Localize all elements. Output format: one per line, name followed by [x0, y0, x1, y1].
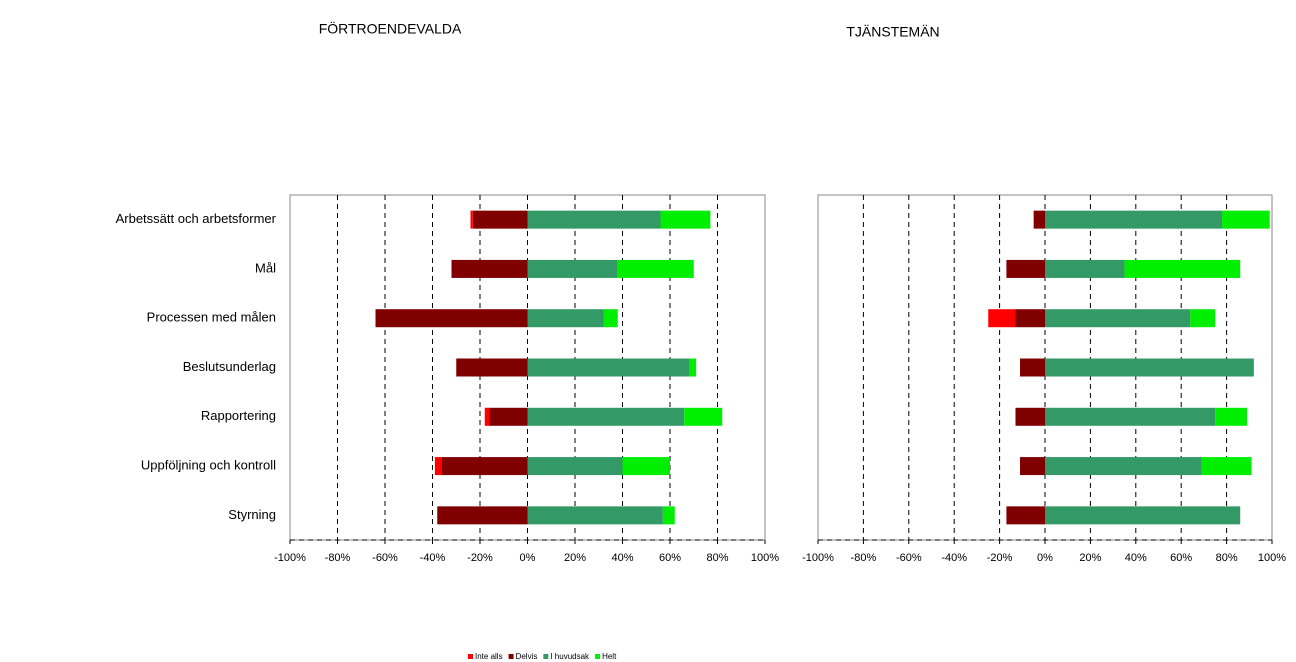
y-tick-label: Mål — [255, 260, 276, 275]
x-tick-label: 20% — [1079, 552, 1101, 564]
x-tick-label: -100% — [802, 552, 834, 564]
bar-segment — [1124, 259, 1241, 278]
legend-label: I huvudsak — [550, 652, 590, 661]
bar-segment — [660, 210, 711, 229]
y-tick-label: Arbetssätt och arbetsformer — [116, 211, 277, 226]
legend-label: Inte alls — [475, 652, 503, 661]
x-tick-label: 60% — [1170, 552, 1192, 564]
y-tick-label: Styrning — [228, 507, 276, 522]
legend-swatch — [508, 654, 514, 659]
x-tick-label: -20% — [467, 552, 493, 564]
x-tick-label: 40% — [611, 552, 633, 564]
bar-segment — [527, 210, 661, 229]
bar-segment — [1020, 457, 1045, 476]
x-tick-label: -80% — [325, 552, 351, 564]
legend-label: Helt — [602, 652, 617, 661]
bar-segment — [1045, 506, 1241, 525]
bar-segment — [442, 457, 528, 476]
bar-segment — [456, 358, 528, 377]
x-tick-label: 40% — [1125, 552, 1147, 564]
x-tick-label: -60% — [896, 552, 922, 564]
bar-segment — [662, 506, 675, 525]
x-tick-label: -40% — [941, 552, 967, 564]
bar-segment — [689, 358, 697, 377]
bar-segment — [484, 407, 490, 426]
bar-segment — [1222, 210, 1270, 229]
bar-segment — [1006, 259, 1045, 278]
x-tick-label: -40% — [420, 552, 446, 564]
bar-segment — [622, 457, 670, 476]
bar-segment — [1045, 457, 1202, 476]
y-tick-label: Rapportering — [201, 408, 276, 423]
bar-segment — [1006, 506, 1045, 525]
bar-segment — [527, 506, 663, 525]
bar-segment — [1045, 309, 1191, 328]
x-tick-label: 0% — [520, 552, 536, 564]
bar-segment — [434, 457, 442, 476]
chart-title: TJÄNSTEMÄN — [846, 24, 939, 40]
bar-segment — [1201, 457, 1252, 476]
x-tick-label: 0% — [1037, 552, 1053, 564]
bar-segment — [527, 407, 685, 426]
x-tick-label: 100% — [1258, 552, 1286, 564]
bar-segment — [527, 358, 689, 377]
legend-label: Delvis — [516, 652, 538, 661]
x-tick-label: 100% — [751, 552, 779, 564]
bar-segment — [527, 457, 623, 476]
bar-segment — [527, 259, 618, 278]
bar-segment — [988, 309, 1016, 328]
bar-segment — [603, 309, 618, 328]
bar-segment — [684, 407, 723, 426]
x-tick-label: 60% — [659, 552, 681, 564]
bar-segment — [1020, 358, 1045, 377]
legend-swatch — [595, 654, 601, 659]
y-tick-label: Uppföljning och kontroll — [141, 458, 276, 473]
x-tick-label: 20% — [564, 552, 586, 564]
bar-segment — [1045, 358, 1254, 377]
x-tick-label: 80% — [1216, 552, 1238, 564]
bar-segment — [375, 309, 528, 328]
bar-segment — [1015, 309, 1045, 328]
y-tick-label: Beslutsunderlag — [183, 359, 276, 374]
bar-segment — [472, 210, 528, 229]
bar-segment — [1033, 210, 1045, 229]
bar-segment — [1015, 407, 1045, 426]
x-tick-label: -100% — [274, 552, 306, 564]
bar-segment — [470, 210, 473, 229]
bar-segment — [437, 506, 528, 525]
x-tick-label: -20% — [987, 552, 1013, 564]
bar-segment — [617, 259, 694, 278]
legend-swatch — [468, 654, 473, 659]
bar-segment — [1045, 407, 1216, 426]
bar-segment — [527, 309, 604, 328]
bar-segment — [1045, 210, 1223, 229]
x-tick-label: -60% — [372, 552, 398, 564]
x-tick-label: -80% — [851, 552, 877, 564]
bar-segment — [451, 259, 528, 278]
bar-segment — [1215, 407, 1248, 426]
legend-swatch — [543, 654, 549, 659]
bar-segment — [1190, 309, 1216, 328]
bar-segment — [1045, 259, 1125, 278]
y-tick-label: Processen med målen — [147, 310, 276, 325]
x-tick-label: 80% — [706, 552, 728, 564]
bar-segment — [489, 407, 528, 426]
chart-title: FÖRTROENDEVALDA — [319, 20, 462, 37]
